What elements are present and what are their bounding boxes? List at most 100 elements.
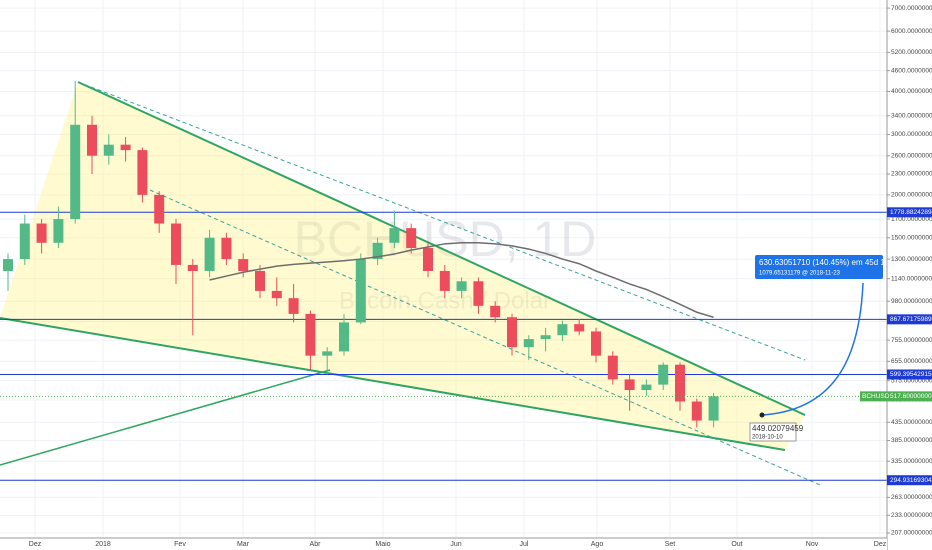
y-tick-label: 7000.00000000	[891, 5, 932, 12]
last-price-label: 517.60000000	[890, 393, 932, 400]
y-tick-label: 2000.00000000	[891, 192, 932, 199]
candle-body	[557, 324, 568, 336]
candle-body	[238, 259, 249, 271]
candle-body	[490, 305, 501, 318]
measure-text: 1079.65131179 @ 2018-11-23	[759, 271, 841, 277]
candle-body	[523, 339, 534, 348]
candle-body	[507, 317, 517, 348]
candle-body	[137, 150, 148, 195]
candle-body	[221, 237, 232, 260]
moving-average	[209, 242, 714, 318]
watermark-title: BCHUSD, 1D	[294, 211, 597, 267]
price-tag-label: 599.39542915	[890, 371, 932, 378]
candle-body	[372, 242, 383, 260]
candle-body	[87, 124, 97, 156]
y-tick-label: 1300.00000000	[891, 256, 932, 263]
candle-body	[271, 290, 282, 299]
y-tick-label: 233.00000000	[891, 512, 932, 519]
y-tick-label: 2600.00000000	[891, 152, 932, 159]
candle-body	[389, 228, 400, 243]
candle-body	[171, 223, 181, 265]
x-tick-label: Abr	[310, 541, 322, 548]
candle-body	[691, 401, 702, 421]
x-tick-label: Set	[665, 541, 676, 548]
candle-body	[70, 124, 81, 220]
candle-body	[120, 144, 131, 151]
x-tick-label: Dez	[874, 541, 887, 548]
candle-body	[641, 384, 652, 391]
price-tag	[887, 314, 932, 325]
price-tag-label: 1778.88242894	[890, 209, 932, 216]
time-axis	[0, 538, 887, 550]
x-tick-label: Out	[731, 541, 742, 548]
measure-text: 630.63051710 (140.45%) em 45d 1h	[759, 258, 889, 267]
y-tick-label: 755.00000000	[891, 337, 932, 344]
y-tick-label: 1500.00000000	[891, 234, 932, 241]
candle-body	[36, 223, 47, 243]
price-axis	[887, 0, 932, 550]
y-tick-label: 2300.00000000	[891, 171, 932, 178]
y-tick-label: 435.00000000	[891, 419, 932, 426]
note-box	[749, 422, 797, 442]
last-price-tag	[860, 391, 932, 402]
candle-body	[19, 223, 30, 260]
x-tick-label: Jul	[520, 541, 529, 548]
y-tick-label: 980.00000000	[891, 298, 932, 305]
candle-body	[288, 298, 299, 314]
y-tick-label: 4000.00000000	[891, 88, 932, 95]
candle-body	[406, 228, 417, 249]
channel-line	[149, 189, 821, 486]
candle-body	[473, 281, 484, 306]
candle-body	[456, 281, 467, 291]
candle-body	[658, 364, 669, 385]
x-tick-label: 2018	[95, 541, 111, 548]
candle-body	[423, 248, 433, 271]
candle-body	[624, 379, 635, 391]
x-tick-label: Dez	[29, 541, 42, 548]
y-tick-label: 335.00000000	[891, 458, 932, 465]
x-tick-label: Jun	[450, 541, 461, 548]
note-text: 449.02079459	[752, 424, 804, 433]
y-tick-label: 3000.00000000	[891, 131, 932, 138]
grid	[0, 0, 887, 537]
x-tick-label: Mar	[237, 541, 250, 548]
y-tick-label: 1140.00000000	[891, 275, 932, 282]
axis-labels: 7000.00000000 6000.00000000 5200.00000000 4…	[29, 5, 932, 548]
y-tick-label: 6000.00000000	[891, 28, 932, 35]
candle-body	[53, 219, 64, 243]
y-tick-label: 655.00000000	[891, 358, 932, 365]
y-tick-label: 263.00000000	[891, 494, 932, 501]
trend-line	[0, 369, 331, 466]
trend-line	[77, 81, 806, 416]
candle-body	[204, 237, 215, 271]
y-tick-label: 385.00000000	[891, 437, 932, 444]
y-tick-label: 5200.00000000	[891, 49, 932, 56]
candle-body	[607, 355, 618, 380]
candle-body	[103, 144, 114, 156]
candle-body	[439, 270, 450, 291]
x-tick-label: Ago	[591, 541, 604, 548]
y-tick-label: 575.00000000	[891, 377, 932, 384]
x-tick-label: Nov	[806, 541, 819, 548]
y-tick-label: 207.00000000	[891, 530, 932, 537]
y-tick-label: 3400.00000000	[891, 112, 932, 119]
candle-body	[187, 264, 198, 271]
candle-body	[255, 270, 265, 291]
measure-arrow	[761, 282, 864, 416]
candle-body	[339, 322, 349, 352]
x-tick-label: Maio	[375, 541, 390, 548]
wedge-fill	[0, 82, 805, 450]
note-text: 2018-10-10	[752, 435, 783, 441]
candle-body	[574, 324, 585, 332]
price-tag	[887, 207, 932, 218]
plot	[0, 80, 887, 481]
anchor-point	[759, 412, 765, 418]
price-tag	[887, 369, 932, 380]
candle-body	[675, 364, 685, 402]
price-tag-label: 867.67175989	[890, 316, 932, 323]
price-tag-label: 294.93169304	[890, 477, 932, 484]
candle-body	[355, 259, 366, 323]
candle-body	[322, 351, 333, 356]
y-tick-label: 1700.00000000	[891, 216, 932, 223]
